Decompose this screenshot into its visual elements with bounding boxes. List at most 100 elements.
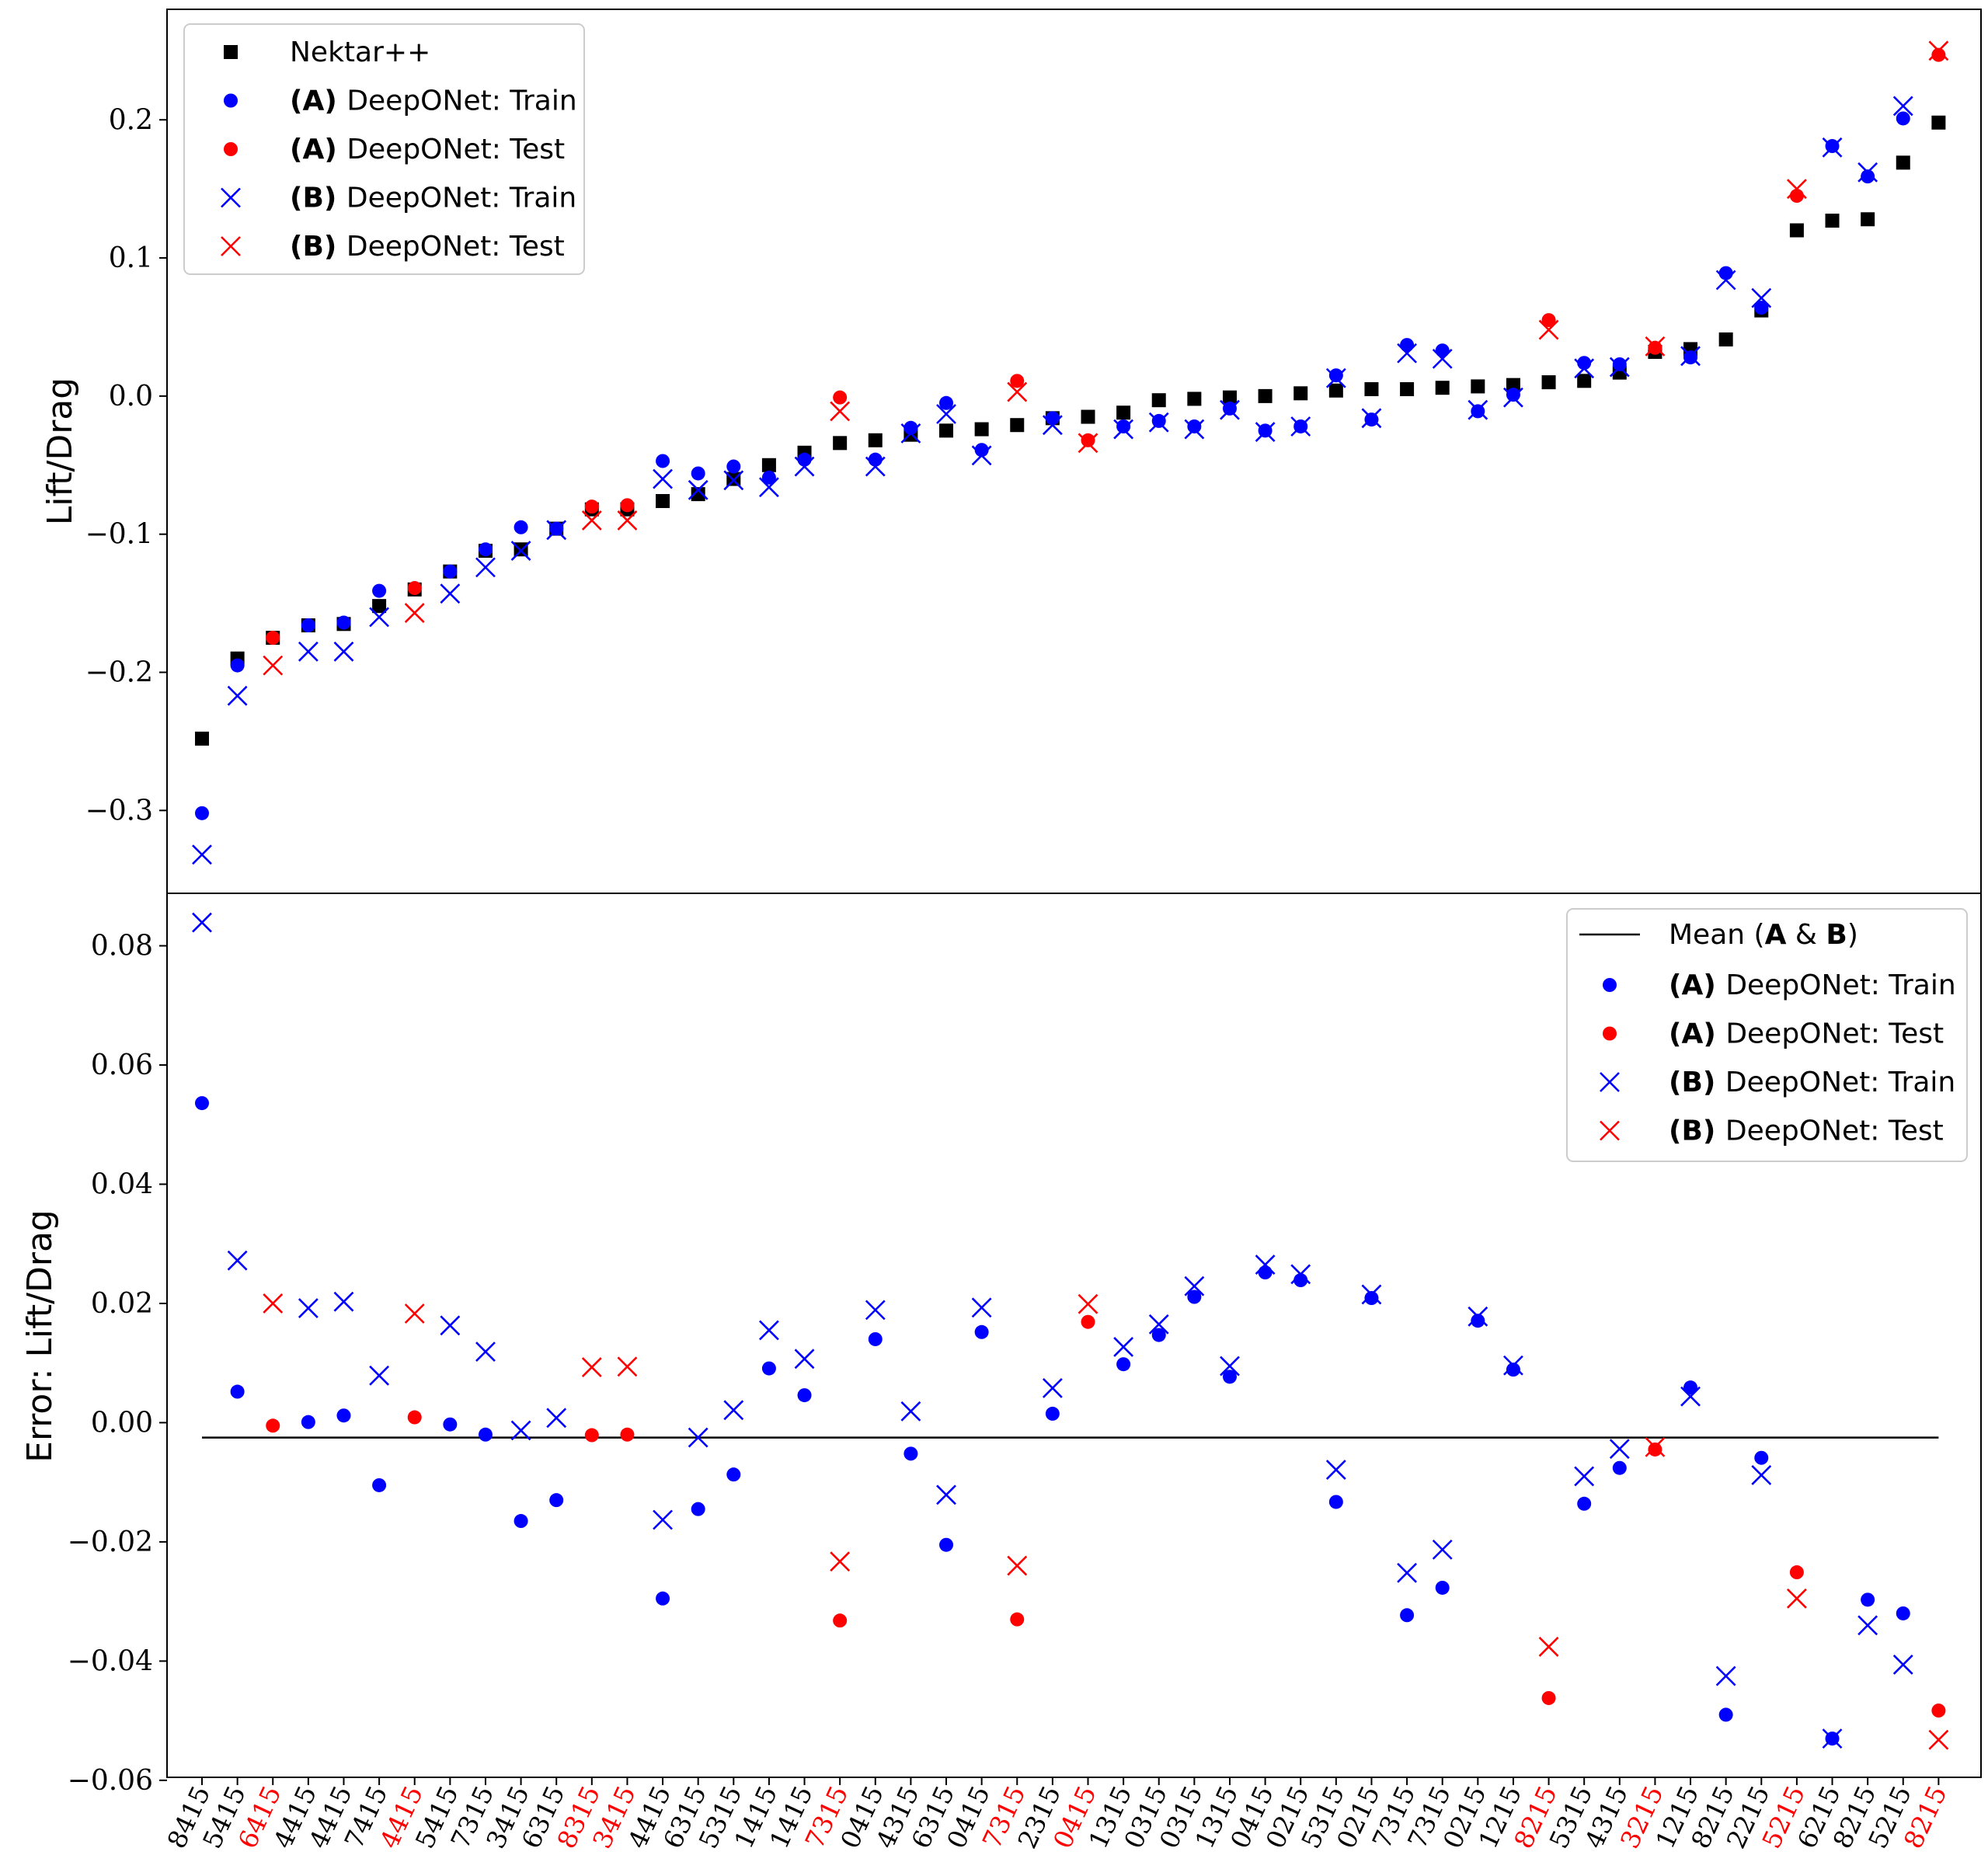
nektar-square-point	[195, 731, 209, 746]
error-b-train-point	[227, 1250, 248, 1271]
nektar-square-point	[1151, 393, 1166, 408]
top-legend-entry: (A) DeepONet: Train	[290, 85, 577, 117]
nektar-square-point	[1931, 115, 1946, 130]
nektar-square-point	[1435, 381, 1450, 395]
deeponet-a-test-point	[1010, 374, 1025, 388]
error-b-train-point	[1467, 1306, 1488, 1327]
error-b-test-point	[617, 1356, 638, 1377]
top-legend-entry: (B) DeepONet: Train	[290, 183, 576, 214]
deeponet-a-train-point	[868, 452, 883, 467]
legend-x-icon	[221, 187, 241, 208]
error-a-train-point	[761, 1361, 776, 1376]
top-legend-box	[183, 23, 585, 275]
error-b-train-point	[1325, 1460, 1346, 1480]
bottom-legend-entry: (A) DeepONet: Test	[1669, 1018, 1944, 1050]
deeponet-b-test-point	[1645, 336, 1666, 357]
error-b-train-point	[546, 1408, 567, 1429]
error-b-train-point	[759, 1320, 779, 1341]
y-tick-label: 0.1	[109, 242, 153, 274]
error-b-train-point	[1397, 1562, 1417, 1583]
bottom-legend-entry: (B) DeepONet: Train	[1669, 1067, 1955, 1098]
deeponet-a-train-point	[797, 452, 812, 467]
error-b-train-point	[1113, 1337, 1134, 1357]
nektar-square-point	[1789, 223, 1804, 238]
error-b-train-point	[298, 1298, 319, 1318]
error-a-train-point	[443, 1417, 458, 1432]
error-b-train-point	[723, 1400, 744, 1421]
deeponet-a-train-point	[903, 420, 918, 435]
deeponet-b-train-point	[936, 404, 956, 424]
deeponet-a-train-point	[1328, 368, 1343, 383]
error-a-train-point	[656, 1591, 670, 1606]
error-a-train-point	[1435, 1580, 1450, 1595]
error-a-train-point	[514, 1514, 528, 1529]
error-a-train-point	[974, 1324, 989, 1339]
legend-circle-icon	[224, 142, 238, 156]
deeponet-a-train-point	[1400, 338, 1415, 353]
deeponet-b-train-point	[759, 477, 779, 498]
error-a-train-point	[336, 1408, 351, 1423]
y-tick-label: −0.06	[68, 1765, 153, 1797]
error-a-test-point	[620, 1427, 635, 1442]
error-a-test-point	[1648, 1442, 1662, 1457]
error-b-train-point	[1822, 1728, 1843, 1749]
error-a-train-point	[1328, 1495, 1343, 1509]
error-a-train-point	[1151, 1328, 1166, 1342]
nektar-square-point	[939, 423, 954, 438]
error-a-test-point	[1010, 1612, 1025, 1627]
bottom-panel-error: −0.06 −0.04 −0.02 0.00 0.02 0.04 0.06 0.08 Erro…	[20, 893, 1982, 1797]
error-b-train-point	[1892, 1655, 1913, 1675]
nektar-square-point	[1577, 374, 1592, 388]
bottom-y-axis-label: Error: Lift/Drag	[20, 1209, 60, 1463]
deeponet-b-train-point	[1467, 399, 1488, 420]
error-b-train-point	[1609, 1439, 1630, 1460]
deeponet-b-train-point	[1042, 415, 1063, 436]
deeponet-b-test-point	[1786, 179, 1807, 200]
error-b-train-point	[1432, 1539, 1453, 1560]
deeponet-a-train-point	[939, 395, 954, 410]
nektar-square-point	[1116, 405, 1131, 420]
error-b-train-point	[510, 1420, 531, 1441]
legend-circle-icon	[1603, 978, 1617, 992]
deeponet-b-train-point	[298, 641, 319, 662]
deeponet-b-train-point	[900, 423, 921, 444]
error-a-test-point	[266, 1418, 280, 1433]
error-a-train-point	[301, 1415, 315, 1429]
error-a-train-point	[549, 1493, 564, 1508]
nektar-square-point	[1293, 386, 1308, 401]
y-tick-label: 0.08	[91, 931, 153, 962]
deeponet-b-test-point	[1007, 381, 1028, 402]
nektar-square-point	[1222, 390, 1237, 405]
error-b-train-point	[1503, 1355, 1523, 1376]
nektar-square-point	[974, 422, 989, 437]
deeponet-a-train-point	[514, 520, 528, 534]
error-a-train-point	[478, 1427, 493, 1442]
deeponet-b-train-point	[1574, 358, 1595, 379]
nektar-square-point	[372, 599, 387, 614]
deeponet-a-train-point	[230, 658, 245, 673]
deeponet-b-train-point	[1148, 412, 1169, 433]
deeponet-b-test-point	[581, 510, 602, 531]
y-tick-label: −0.1	[85, 519, 153, 551]
error-b-train-point	[865, 1300, 886, 1321]
deeponet-a-train-point	[1435, 343, 1450, 358]
error-a-train-point	[868, 1331, 883, 1346]
deeponet-a-test-point	[266, 631, 280, 646]
error-a-train-point	[1718, 1707, 1733, 1722]
top-legend: Nektar++ (A) DeepONet: Train (A) DeepONet:…	[183, 23, 585, 275]
top-legend-entry: Nektar++	[290, 37, 430, 68]
deeponet-b-train-point	[369, 607, 390, 628]
error-a-train-point	[1683, 1380, 1698, 1395]
error-a-train-point	[903, 1446, 918, 1461]
error-b-train-point	[688, 1427, 709, 1448]
deeponet-b-test-point	[1078, 433, 1098, 454]
y-tick-label: 0.2	[109, 104, 153, 136]
error-b-test-point	[1538, 1637, 1559, 1657]
deeponet-a-train-point	[656, 454, 670, 468]
deeponet-a-test-point	[833, 390, 848, 405]
error-a-test-point	[1541, 1690, 1556, 1705]
deeponet-b-train-point	[333, 641, 354, 662]
deeponet-b-train-point	[688, 479, 709, 500]
nektar-square-point	[1400, 381, 1415, 396]
nektar-square-point	[833, 436, 848, 451]
